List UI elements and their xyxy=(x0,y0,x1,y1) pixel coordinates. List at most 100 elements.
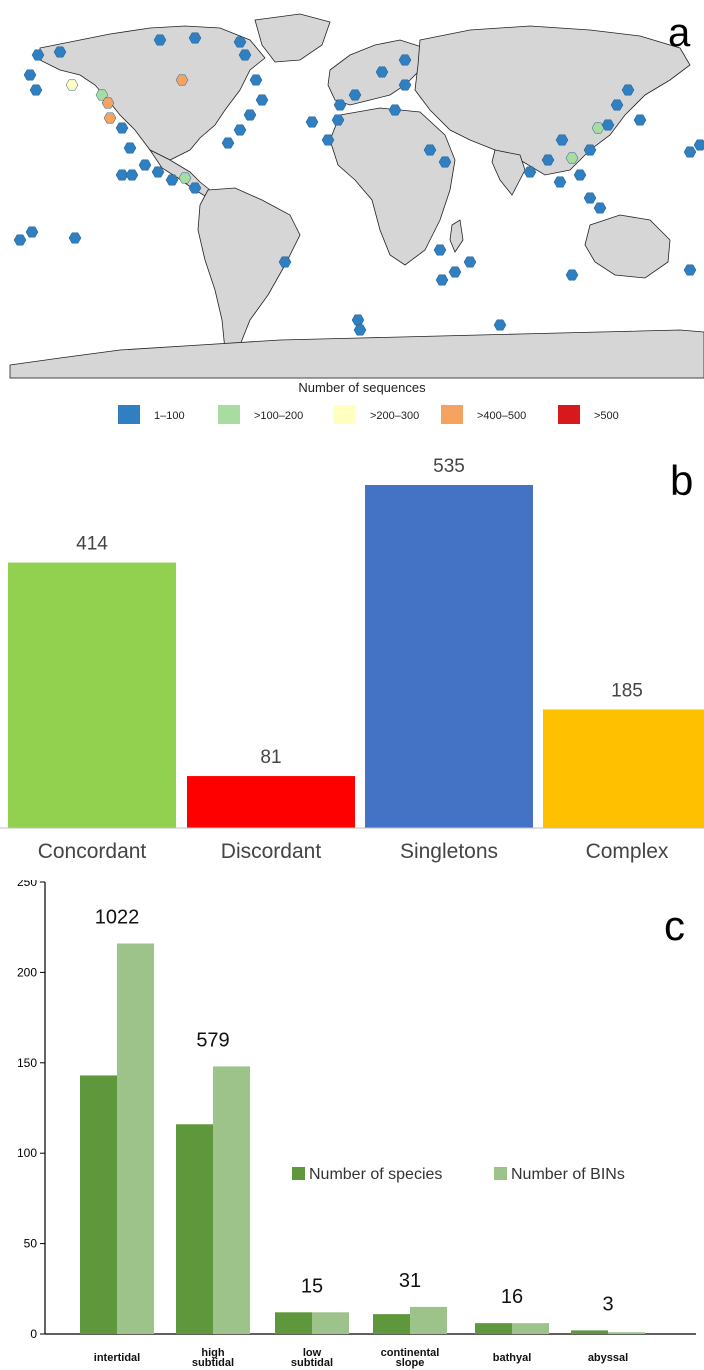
panel-c: c 0 50 100 150 200 250 1022 intertidal 579 high su… xyxy=(0,880,704,1370)
bar-number-of-bins xyxy=(312,1312,349,1334)
map-point xyxy=(188,32,202,44)
australia-shape xyxy=(584,214,671,279)
category-label: Concordant xyxy=(38,840,147,863)
legend-swatch xyxy=(494,1167,507,1180)
map-legend: 1–100 >100–200 >200–300 >400–500 >500 xyxy=(118,405,619,424)
x-category-label: subtidal xyxy=(192,1357,234,1369)
map-point xyxy=(601,119,615,131)
y-tick-label: 200 xyxy=(17,965,37,979)
map-point xyxy=(23,69,37,81)
legend-label: Number of BINs xyxy=(511,1166,625,1183)
y-tick-label: 150 xyxy=(17,1056,37,1070)
x-category-label: subtidal xyxy=(291,1357,333,1369)
map-point xyxy=(165,174,179,186)
africa-shape xyxy=(329,107,456,266)
chart-c: c 0501001502002501022intertidal579highsu… xyxy=(17,880,696,1369)
group-total-label: 3 xyxy=(602,1293,613,1315)
y-tick-label: 50 xyxy=(24,1237,38,1251)
panel-letter-b: b xyxy=(670,457,693,504)
x-category-label: low xyxy=(303,1347,322,1359)
bar-number-of-species xyxy=(176,1124,213,1334)
bar-number-of-species xyxy=(275,1312,312,1334)
india-shape xyxy=(491,149,526,196)
map-point xyxy=(398,79,412,91)
x-category-label: high xyxy=(201,1347,224,1359)
chart-b: b 414 Concordant 81 Discordant 535 Singletons… xyxy=(0,456,704,863)
map-point xyxy=(103,112,117,124)
map-point xyxy=(151,166,165,178)
bar-number-of-bins xyxy=(410,1306,447,1334)
map-point xyxy=(423,144,437,156)
map-point xyxy=(375,66,389,78)
map-point xyxy=(555,134,569,146)
bar-concordant xyxy=(8,562,176,828)
asia-shape xyxy=(414,25,691,176)
map-legend-title: Number of sequences xyxy=(298,380,426,395)
legend-label: Number of species xyxy=(309,1166,442,1183)
map-point xyxy=(178,172,192,184)
map-point xyxy=(65,79,79,91)
bar-number-of-species xyxy=(80,1075,117,1334)
legend-label: 1–100 xyxy=(154,410,185,422)
x-category-label: intertidal xyxy=(94,1352,140,1364)
legend-swatch xyxy=(334,405,356,424)
map-point xyxy=(115,122,129,134)
bar-number-of-bins xyxy=(512,1323,549,1334)
map-point xyxy=(321,134,335,146)
map-point xyxy=(115,169,129,181)
bar-value-label: 81 xyxy=(260,747,281,768)
map-point xyxy=(388,104,402,116)
map-point xyxy=(433,244,447,256)
map-point xyxy=(633,114,647,126)
world-map: a Number of sequences 1–100 >100–200 >200–… xyxy=(0,0,704,440)
map-point xyxy=(13,234,27,246)
panel-letter-a: a xyxy=(668,11,691,55)
bar-complex xyxy=(543,709,704,828)
x-category-label: bathyal xyxy=(493,1352,532,1364)
map-point xyxy=(553,176,567,188)
map-point xyxy=(101,97,115,109)
map-point xyxy=(353,324,367,336)
bar-number-of-species xyxy=(475,1323,512,1334)
map-point xyxy=(233,124,247,136)
map-point xyxy=(123,142,137,154)
map-point xyxy=(565,152,579,164)
legend-label: >400–500 xyxy=(477,410,526,422)
map-point xyxy=(243,109,257,121)
map-point xyxy=(25,226,39,238)
category-label: Singletons xyxy=(400,840,498,863)
map-point xyxy=(523,166,537,178)
bar-singletons xyxy=(365,485,533,828)
map-point xyxy=(398,54,412,66)
map-point xyxy=(621,84,635,96)
map-point xyxy=(331,114,345,126)
map-point xyxy=(610,99,624,111)
bar-value-label: 535 xyxy=(433,456,465,477)
legend-swatch xyxy=(292,1167,305,1180)
map-point xyxy=(493,319,507,331)
group-total-label: 1022 xyxy=(95,906,140,928)
map-panel: a Number of sequences 1–100 >100–200 >200–… xyxy=(0,0,704,440)
legend-swatch xyxy=(118,405,140,424)
map-point xyxy=(593,202,607,214)
map-point xyxy=(541,154,555,166)
map-point xyxy=(565,269,579,281)
legend-swatch xyxy=(218,405,240,424)
map-point xyxy=(683,146,697,158)
map-point xyxy=(683,264,697,276)
map-point xyxy=(573,169,587,181)
x-category-label: continental xyxy=(381,1347,440,1359)
map-point xyxy=(255,94,269,106)
panel-letter-c: c xyxy=(664,902,685,949)
map-point xyxy=(68,232,82,244)
antarctica-shape xyxy=(9,329,704,379)
north-america-shape xyxy=(39,25,266,161)
y-tick-label: 0 xyxy=(30,1327,37,1341)
legend-label: >200–300 xyxy=(370,410,419,422)
map-point xyxy=(233,36,247,48)
map-point xyxy=(305,116,319,128)
bar-value-label: 414 xyxy=(76,534,108,555)
map-point xyxy=(583,144,597,156)
map-point xyxy=(435,274,449,286)
panel-b: b 414 Concordant 81 Discordant 535 Singletons… xyxy=(0,440,704,880)
